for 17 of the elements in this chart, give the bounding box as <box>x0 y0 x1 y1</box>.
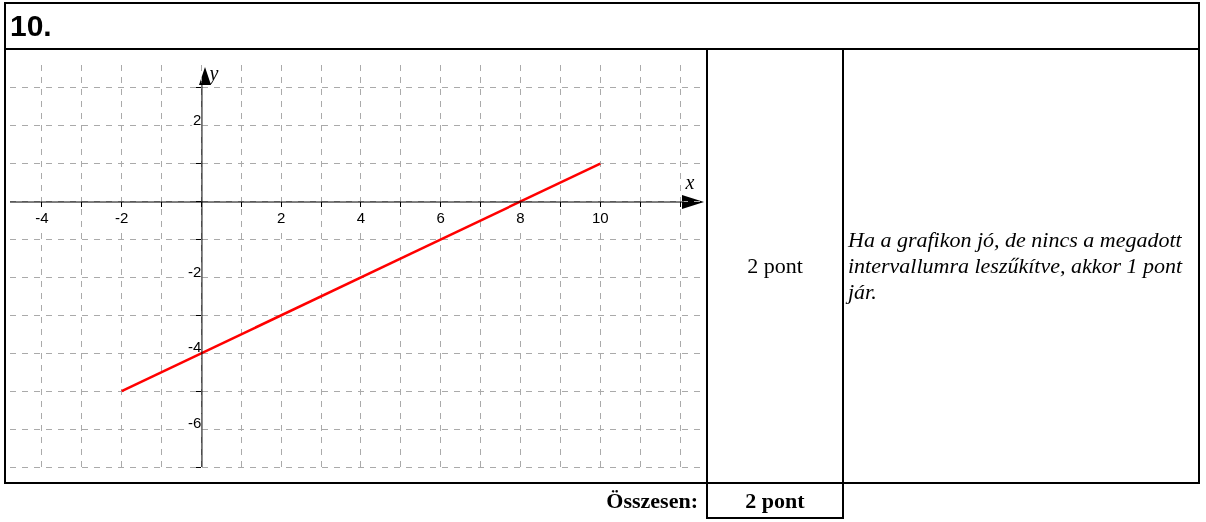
y-tick-label: 2 <box>193 110 202 128</box>
text: 2 pont <box>707 483 843 518</box>
x-tick-label: 10 <box>591 208 609 226</box>
y-tick-label: -4 <box>188 338 202 356</box>
x-tick-label: 8 <box>516 208 525 226</box>
x-tick-label: 4 <box>356 208 366 226</box>
text: 2 pont <box>707 49 843 483</box>
y-tick-label: -2 <box>188 262 202 280</box>
x-tick-label: 6 <box>436 208 445 226</box>
x-axis-title: x <box>684 170 695 193</box>
x-tick-label: -2 <box>115 208 129 226</box>
y-tick-label: -6 <box>188 414 202 432</box>
x-tick-label: -4 <box>35 208 49 226</box>
text: 10. <box>5 3 1199 49</box>
text: Összesen: <box>5 483 707 518</box>
text: Ha a grafikon jó, de nincs a megadott intervallumra leszűkítve, akkor 1 pont jár. <box>843 49 1199 483</box>
x-tick-label: 2 <box>277 208 286 226</box>
